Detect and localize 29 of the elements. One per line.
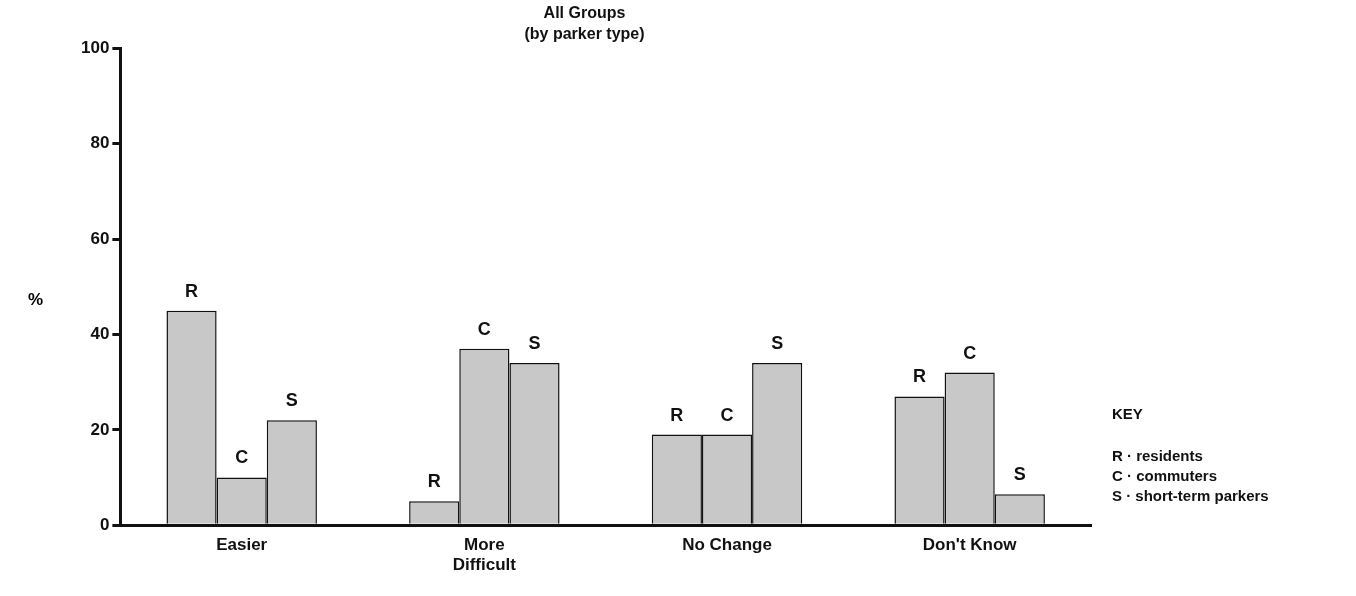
series-label: R [185,280,199,301]
text: C [477,318,491,339]
y-tick-label: 80 [90,133,110,153]
text: C [963,342,977,363]
text: R [670,404,684,425]
text: C · commuters [1112,466,1219,486]
x-tick-label: Don't Know [922,535,1018,555]
y-tick-label: 60 [90,228,110,248]
y-axis-title: % [28,290,44,310]
text: R [427,471,441,492]
y-tick-label: 0 [99,514,110,534]
x-tick-label: More Difficult [452,535,517,575]
text: C [720,404,734,425]
text: R · residents [1112,446,1204,466]
chart-title: All Groups [543,4,626,22]
text: S [1013,464,1026,485]
text: KEY [1112,404,1144,424]
y-tick-label: 100 [80,38,110,58]
x-tick-label: No Change [682,535,772,555]
x-tick-label: Easier [216,535,268,555]
series-label: C [235,447,249,468]
text: S · short-term parkers [1112,486,1269,506]
text: S [771,333,784,354]
text: R [913,366,927,387]
chart-subtitle: (by parker type) [524,25,645,43]
series-label: S [528,333,541,354]
text: S [285,390,298,411]
y-tick-label: 20 [90,419,110,439]
y-tick-label: 40 [90,324,110,344]
